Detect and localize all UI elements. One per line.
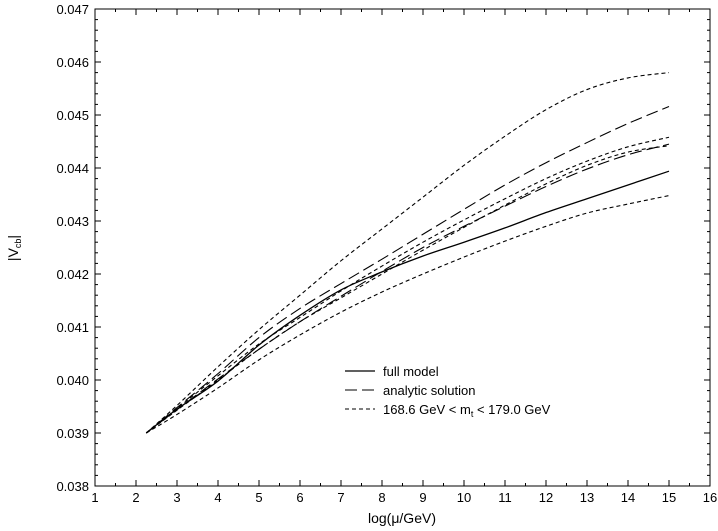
x-axis-label: log(μ/GeV)	[368, 510, 436, 526]
legend-label-analytic: analytic solution	[383, 383, 476, 398]
legend: full model analytic solution 168.6 GeV <…	[345, 364, 551, 419]
y-tick-label: 0.047	[56, 2, 89, 17]
x-tick-label: 12	[539, 490, 553, 505]
y-tick-label: 0.038	[56, 479, 89, 494]
x-tick-label: 6	[296, 490, 303, 505]
series-line-full-model	[145, 170, 670, 434]
x-tick-label: 4	[214, 490, 221, 505]
axis-ticks	[94, 8, 711, 487]
x-tick-label: 15	[662, 490, 676, 505]
series-line-mt-band-mid2	[145, 145, 670, 434]
x-tick-label: 3	[173, 490, 180, 505]
y-tick-label: 0.041	[56, 320, 89, 335]
series-layer	[145, 72, 670, 434]
x-tick-label: 2	[132, 490, 139, 505]
x-tick-label: 11	[498, 490, 512, 505]
y-tick-label: 0.044	[56, 161, 89, 176]
x-tick-label: 8	[378, 490, 385, 505]
x-tick-label: 13	[580, 490, 594, 505]
y-tick-label: 0.039	[56, 426, 89, 441]
series-line-analytic-lower	[145, 143, 670, 434]
legend-label-mt-band: 168.6 GeV < mt < 179.0 GeV	[383, 402, 551, 419]
x-tick-label: 7	[337, 490, 344, 505]
x-tick-label: 9	[419, 490, 426, 505]
series-line-analytic-upper	[145, 106, 670, 434]
y-tick-label: 0.046	[56, 55, 89, 70]
x-tick-label: 5	[255, 490, 262, 505]
series-line-mt-band-low	[145, 195, 670, 434]
y-tick-label: 0.043	[56, 214, 89, 229]
x-tick-label: 16	[703, 490, 717, 505]
series-line-mt-band-high	[145, 72, 670, 434]
legend-label-full-model: full model	[383, 364, 439, 379]
x-tick-label: 10	[457, 490, 471, 505]
y-tick-label: 0.045	[56, 108, 89, 123]
y-tick-label: 0.040	[56, 373, 89, 388]
axis-tick-labels: 1 2 3 4 5 6 7 8 9 10 11 12 13 14 15 160.0380.0390.0400.…	[56, 2, 717, 505]
y-tick-label: 0.042	[56, 267, 89, 282]
x-tick-label: 1	[91, 490, 98, 505]
x-tick-label: 14	[621, 490, 635, 505]
y-axis-label: |Vcb|	[5, 235, 23, 261]
